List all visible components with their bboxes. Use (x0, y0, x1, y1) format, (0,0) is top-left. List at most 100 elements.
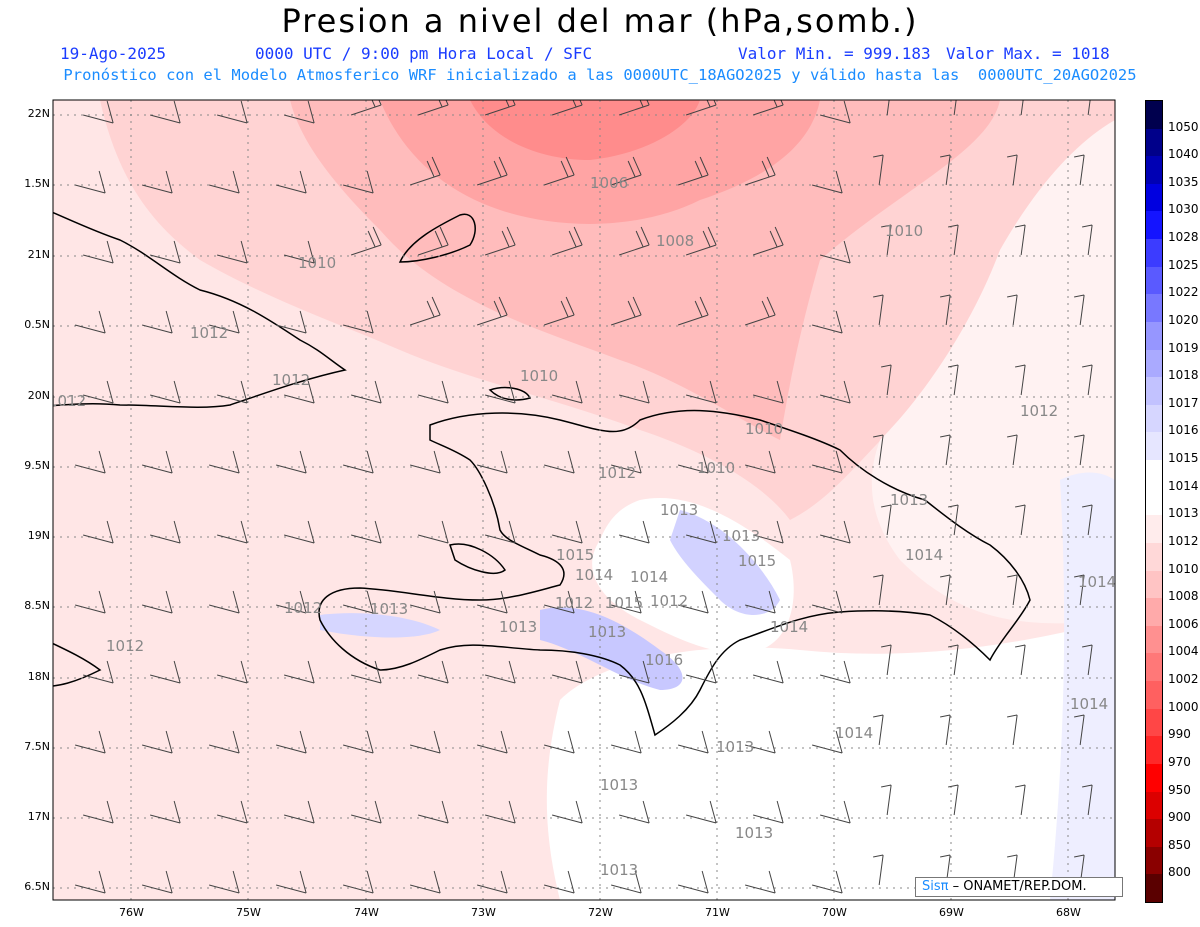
legend-swatch (1146, 377, 1162, 406)
wind-barb (1015, 504, 1026, 536)
legend-swatch (1146, 128, 1162, 157)
wind-barb (485, 380, 516, 404)
contour-label: 1013 (735, 824, 773, 842)
wind-barb (1007, 574, 1018, 606)
wind-barb (677, 296, 709, 326)
wind-barb (544, 450, 575, 474)
legend-label: 800 (1168, 865, 1191, 880)
contour-label: 1012 (106, 637, 144, 655)
wind-barb (276, 590, 307, 614)
wind-barb (812, 730, 843, 754)
contour-label: 1012 (284, 599, 322, 617)
wind-barb (940, 714, 951, 746)
wind-barb (619, 520, 650, 544)
legend-swatch (1146, 515, 1162, 544)
wind-barb (686, 660, 717, 684)
wind-barbs (75, 100, 1093, 894)
wind-barb (477, 730, 508, 754)
wind-barb (417, 100, 449, 116)
cuba-coast (53, 211, 347, 408)
wind-barb (1015, 644, 1026, 676)
wind-barb (284, 800, 315, 824)
wind-barb (752, 100, 784, 116)
wind-barb (150, 100, 181, 124)
wind-barb (75, 310, 106, 334)
contour-label: 1013 (600, 776, 638, 794)
wind-barb (476, 296, 508, 326)
wind-barb (745, 450, 776, 474)
wind-barb (745, 590, 776, 614)
wind-barb (217, 800, 248, 824)
wind-barb (544, 590, 575, 614)
wind-barb (83, 240, 114, 264)
wind-barb (83, 520, 114, 544)
lon-label: 74W (354, 906, 379, 919)
map-title: Presion a nivel del mar (hPa,somb.) (281, 2, 919, 40)
wind-barb (752, 226, 784, 256)
legend-swatch (1146, 294, 1162, 323)
wind-barb (610, 156, 642, 186)
wind-barb (820, 240, 851, 264)
zone-1006 (380, 100, 820, 224)
wind-barb (552, 660, 583, 684)
legend-swatch (1146, 653, 1162, 682)
legend-label: 1020 (1168, 312, 1199, 327)
wind-barb (485, 800, 516, 824)
contour-label: 1013 (499, 618, 537, 636)
wind-barb (142, 870, 173, 894)
wind-barb (209, 170, 240, 194)
wind-barb (1082, 364, 1093, 396)
legend-swatch (1146, 763, 1162, 792)
wind-barb (142, 310, 173, 334)
wind-barb (948, 504, 959, 536)
wind-barb (881, 364, 892, 396)
legend-swatch (1146, 266, 1162, 295)
contour-label: 1014 (770, 618, 808, 636)
wind-barb (820, 800, 851, 824)
inagua-coast (398, 213, 476, 263)
wind-barb (284, 380, 315, 404)
legend-label: 1019 (1168, 340, 1199, 355)
wind-barb (75, 450, 106, 474)
wind-barb (350, 100, 382, 116)
wind-barb (812, 870, 843, 894)
wind-barb (217, 100, 248, 124)
contour-label: 1014 (835, 724, 873, 742)
legend-label: 1028 (1168, 230, 1199, 245)
wind-barb (1015, 224, 1026, 256)
wind-barb (351, 800, 382, 824)
contour-label: 1016 (645, 651, 683, 669)
wind-barb (276, 310, 307, 334)
contour-label: 1010 (697, 459, 735, 477)
legend-label: 900 (1168, 810, 1191, 825)
wind-barb (1074, 294, 1085, 326)
wind-barb (477, 590, 508, 614)
wind-barb (678, 450, 709, 474)
wind-barb (343, 450, 374, 474)
contour-label: 1014 (1078, 573, 1116, 591)
wind-barb (418, 800, 449, 824)
lon-label: 72W (588, 906, 613, 919)
wind-barb (418, 380, 449, 404)
contour-label: 1014 (630, 568, 668, 586)
wind-barb (873, 574, 884, 606)
legend-swatch (1146, 625, 1162, 654)
legend-label: 1025 (1168, 257, 1199, 272)
gonave-coast (449, 543, 507, 574)
zone-1012-east (871, 120, 1115, 624)
wind-barb (753, 660, 784, 684)
lon-label: 70W (822, 906, 847, 919)
lon-label: 75W (236, 906, 261, 919)
lat-label: 1.5N (24, 177, 50, 190)
legend-swatch (1146, 791, 1162, 820)
lat-label: 7.5N (24, 740, 50, 753)
contour-label: 1012 (190, 324, 228, 342)
legend-label: 1050 (1168, 119, 1199, 134)
contour-label: 1013 (600, 861, 638, 879)
wind-barb (284, 240, 315, 264)
coastlines (53, 211, 1031, 737)
legend-swatch (1146, 708, 1162, 737)
wind-barb (209, 870, 240, 894)
wind-barb (209, 450, 240, 474)
